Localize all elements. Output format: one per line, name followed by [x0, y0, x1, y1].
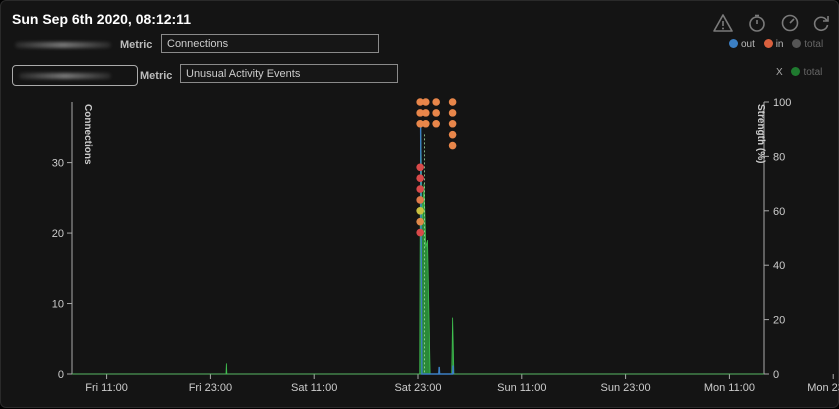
- warning-icon[interactable]: [713, 13, 733, 33]
- legend-bottom: X total: [776, 67, 822, 78]
- event-dot: [421, 98, 430, 106]
- legend-in[interactable]: in: [763, 39, 784, 50]
- y2-tick-label: 100: [773, 97, 791, 109]
- legend-out-label: out: [741, 39, 755, 50]
- y-tick-label: 0: [58, 369, 64, 381]
- legend-total-swatch: [792, 39, 802, 48]
- event-dot: [416, 228, 424, 237]
- metric-label-2: Metric: [140, 70, 173, 82]
- event-dot: [416, 185, 424, 193]
- event-dot: [416, 217, 424, 226]
- legend-total-strength[interactable]: total: [791, 67, 822, 78]
- x-tick-label: Sun 23:00: [601, 382, 651, 394]
- event-dot: [432, 98, 440, 106]
- event-dot: [448, 109, 457, 117]
- legend-close-x[interactable]: X: [776, 67, 783, 78]
- legend-out-swatch: [729, 39, 738, 48]
- metric-label-1: Metric: [120, 39, 153, 51]
- event-dot: [421, 109, 430, 117]
- event-dot: [416, 196, 424, 204]
- event-dot: [416, 119, 424, 128]
- metric-select-2[interactable]: Unusual Activity Events: [180, 64, 398, 83]
- y-axis-title: Connections: [82, 104, 93, 165]
- y-tick-label: 20: [52, 228, 64, 240]
- x-tick-label: Sun 11:00: [497, 382, 546, 394]
- x-tick-label: Sat 23:00: [394, 382, 441, 394]
- event-dot: [448, 141, 457, 150]
- y2-tick-label: 80: [773, 151, 785, 163]
- x-tick-label: Mon 23:00: [807, 382, 839, 394]
- legend-top: out in total: [723, 39, 823, 50]
- target-icon[interactable]: [780, 13, 800, 33]
- entity-name-box[interactable]: [12, 65, 138, 86]
- timer-icon[interactable]: [747, 13, 767, 33]
- event-dot: [432, 119, 440, 128]
- event-dot: [432, 109, 440, 117]
- event-dot: [416, 207, 424, 215]
- legend-total-label: total: [804, 39, 824, 50]
- y2-tick-label: 60: [773, 206, 785, 218]
- y-tick-label: 30: [52, 158, 64, 170]
- legend-out[interactable]: out: [729, 39, 755, 50]
- event-dot: [448, 119, 457, 128]
- legend-total[interactable]: total: [792, 39, 823, 50]
- event-dot: [448, 130, 457, 139]
- x-tick-label: Fri 23:00: [189, 382, 232, 394]
- timestamp-title: Sun Sep 6th 2020, 08:12:11: [12, 11, 191, 27]
- y2-tick-label: 0: [773, 369, 779, 381]
- refresh-icon[interactable]: [811, 13, 831, 33]
- metric-select-1[interactable]: Connections: [161, 34, 379, 53]
- event-dot: [416, 98, 424, 106]
- event-dot: [421, 119, 430, 128]
- legend-in-swatch: [763, 39, 773, 48]
- legend-in-label: in: [775, 39, 784, 50]
- y2-axis-title: Strength (%): [755, 104, 766, 163]
- y2-tick-label: 40: [773, 260, 785, 272]
- series-out-line: [419, 120, 455, 375]
- y-tick-label: 10: [52, 299, 64, 311]
- redacted-entity-name: [15, 42, 111, 48]
- series-total-area: [72, 120, 764, 375]
- legend-total-strength-label: total: [803, 67, 823, 78]
- event-dot: [416, 174, 424, 182]
- event-dot: [416, 163, 424, 172]
- x-tick-label: Sat 11:00: [291, 382, 337, 394]
- legend-total-strength-swatch: [791, 67, 801, 76]
- y2-tick-label: 20: [773, 315, 785, 327]
- event-dot: [448, 98, 457, 106]
- x-tick-label: Fri 11:00: [85, 382, 128, 394]
- event-dot: [416, 109, 424, 117]
- redacted-entity-name-2: [19, 73, 111, 79]
- x-tick-label: Mon 11:00: [704, 382, 755, 394]
